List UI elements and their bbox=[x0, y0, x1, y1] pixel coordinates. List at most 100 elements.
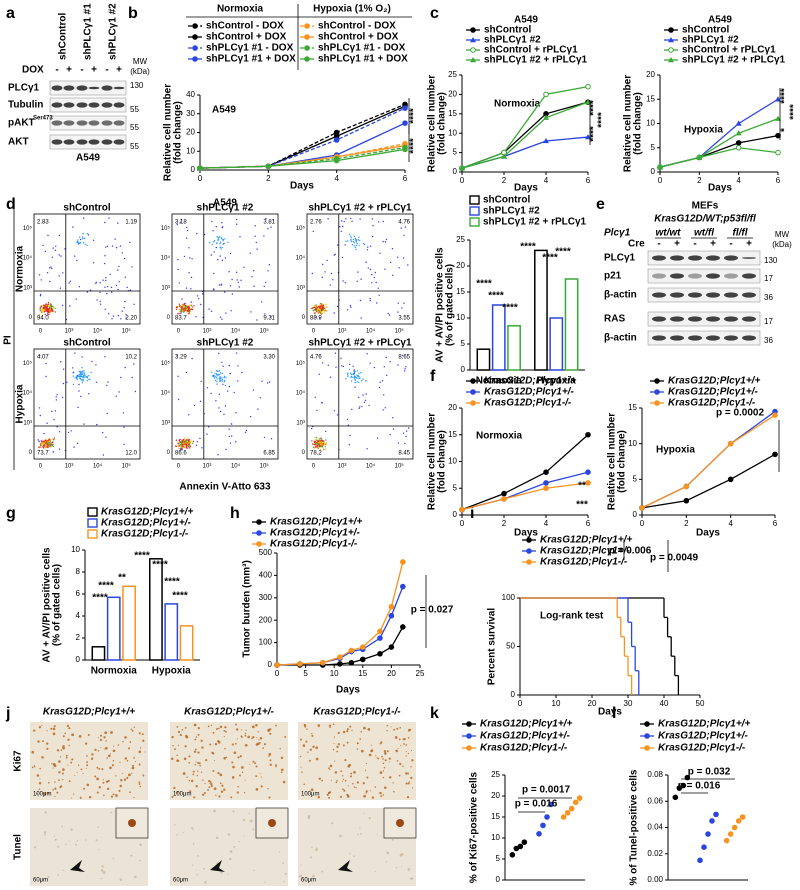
stain-dot bbox=[353, 855, 355, 858]
stain-dot bbox=[208, 779, 211, 783]
stain-dot bbox=[175, 791, 179, 794]
plot-title: shPLCγ1 #2 bbox=[197, 203, 254, 214]
stain-dot bbox=[252, 828, 255, 831]
event-dot bbox=[54, 307, 56, 309]
event-dot bbox=[67, 431, 70, 434]
y-tick-label: 20 bbox=[491, 791, 500, 800]
event-dot bbox=[343, 220, 345, 223]
event-dot bbox=[70, 430, 72, 432]
lane-sign: - bbox=[657, 239, 660, 250]
event-dot bbox=[321, 307, 324, 309]
stain-dot bbox=[240, 729, 243, 731]
x-tick-label: 10³ bbox=[338, 464, 347, 470]
stain-dot bbox=[126, 760, 129, 762]
stain-dot bbox=[376, 834, 378, 836]
y-tick-label: 10 bbox=[491, 833, 500, 842]
event-dot bbox=[387, 312, 389, 315]
stain-dot bbox=[122, 740, 124, 743]
event-dot bbox=[362, 378, 364, 380]
stain-dot bbox=[91, 753, 94, 756]
stain-dot bbox=[197, 733, 200, 736]
event-dot bbox=[359, 218, 361, 220]
event-dot bbox=[83, 372, 86, 374]
x-tick-label: 10³ bbox=[338, 329, 347, 335]
event-dot bbox=[321, 446, 324, 449]
band bbox=[113, 86, 125, 90]
stain-dot bbox=[243, 835, 245, 837]
stain-dot bbox=[353, 770, 356, 774]
x-tick-label: 40 bbox=[660, 699, 669, 708]
event-dot bbox=[82, 372, 84, 374]
stain-dot bbox=[333, 736, 336, 738]
legend-marker bbox=[256, 519, 262, 525]
stain-dot bbox=[183, 757, 187, 761]
event-dot bbox=[60, 255, 62, 257]
event-dot bbox=[88, 393, 90, 395]
event-dot bbox=[221, 238, 223, 240]
data-point bbox=[709, 818, 715, 824]
event-dot bbox=[41, 311, 44, 314]
event-dot bbox=[360, 278, 362, 280]
blot-caption: A549 bbox=[76, 153, 100, 164]
x-tick-label: 4 bbox=[334, 174, 339, 183]
event-dot bbox=[195, 444, 198, 446]
scale-bar-label: 100μm bbox=[33, 792, 51, 798]
event-dot bbox=[351, 220, 353, 223]
stain-dot bbox=[59, 786, 62, 789]
stain-dot bbox=[305, 740, 308, 743]
y-tick-label: 15 bbox=[456, 287, 465, 296]
stain-dot bbox=[307, 814, 311, 818]
lane-sign: - bbox=[693, 239, 696, 250]
event-dot bbox=[188, 441, 190, 443]
blot-title: MEFs bbox=[692, 201, 719, 212]
chart-title: A549 bbox=[212, 105, 236, 116]
quadrant-value: 6.85 bbox=[263, 451, 275, 457]
event-dot bbox=[367, 246, 369, 248]
stain-dot bbox=[112, 749, 116, 753]
stain-dot bbox=[184, 745, 187, 748]
event-dot bbox=[53, 439, 55, 441]
event-dot bbox=[45, 439, 47, 442]
stain-dot bbox=[342, 780, 344, 782]
bar bbox=[106, 596, 121, 661]
event-dot bbox=[353, 373, 355, 375]
event-dot bbox=[223, 413, 225, 415]
stain-dot bbox=[126, 776, 129, 780]
event-dot bbox=[223, 291, 226, 293]
stain-dot bbox=[275, 764, 277, 767]
band bbox=[706, 292, 720, 298]
stain-dot bbox=[268, 796, 271, 799]
stain-dot bbox=[62, 869, 64, 871]
axis-label: PI bbox=[3, 335, 14, 345]
event-dot bbox=[237, 365, 239, 367]
series-line bbox=[199, 148, 406, 169]
stain-dot bbox=[129, 741, 132, 743]
event-dot bbox=[220, 248, 222, 250]
band bbox=[742, 273, 756, 279]
stain-dot bbox=[207, 725, 210, 728]
event-dot bbox=[347, 240, 349, 242]
stain-dot bbox=[382, 762, 385, 765]
event-dot bbox=[336, 305, 339, 308]
band bbox=[63, 85, 75, 91]
event-dot bbox=[84, 237, 86, 240]
y-tick-label: 6 bbox=[76, 589, 81, 598]
legend-marker bbox=[304, 34, 310, 40]
event-dot bbox=[219, 410, 222, 413]
event-dot bbox=[217, 258, 219, 261]
data-point bbox=[576, 795, 583, 801]
data-point bbox=[775, 115, 781, 121]
event-dot bbox=[268, 263, 270, 266]
panel-letter: i bbox=[470, 505, 474, 522]
x-tick-label: 6 bbox=[586, 176, 591, 185]
chart-label: Hypoxia bbox=[656, 445, 695, 456]
data-point bbox=[540, 822, 546, 829]
event-dot bbox=[45, 303, 47, 305]
mw-value: 17 bbox=[764, 274, 773, 283]
blot-row-label: β-actin bbox=[604, 333, 637, 344]
x-tick-label: 2 bbox=[684, 519, 689, 528]
event-dot bbox=[125, 313, 127, 316]
event-dot bbox=[186, 226, 188, 229]
stain-dot bbox=[318, 777, 322, 781]
stain-dot bbox=[62, 746, 65, 750]
